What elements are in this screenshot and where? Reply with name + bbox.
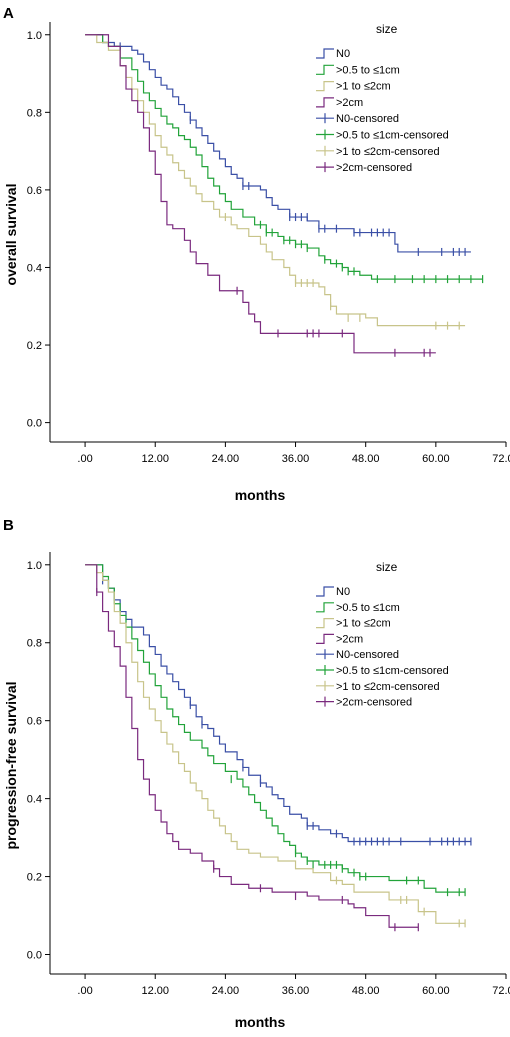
x-tick-label: .00 (77, 985, 92, 997)
legend-label-gt0-5-to-le1cm: >0.5 to ≤1cm (336, 64, 400, 76)
legend-label-gt0-5-to-le1cm-censored: >0.5 to ≤1cm-censored (336, 665, 449, 677)
series-line-gt1-to-le2cm (85, 34, 466, 327)
series-line-gt1-to-le2cm (85, 564, 466, 924)
x-tick-label: 36.00 (282, 453, 310, 465)
legend-label-gt2cm: >2cm (336, 633, 363, 645)
y-tick-label: 0.4 (27, 794, 42, 806)
legend-swatch-gt1-to-le2cm (316, 81, 334, 92)
legend-label-gt0-5-to-le1cm-censored: >0.5 to ≤1cm-censored (336, 130, 449, 142)
y-tick-label: 0.8 (27, 107, 42, 119)
panel-label: B (3, 519, 14, 534)
series-line-n0 (85, 34, 471, 253)
y-axis-title: progression-free survival (3, 681, 19, 849)
legend-label-n0-censored: N0-censored (336, 649, 399, 661)
y-tick-label: 0.0 (27, 950, 42, 962)
x-tick-label: 24.00 (212, 985, 240, 997)
x-tick-label: 12.00 (141, 985, 169, 997)
x-tick-label: 48.00 (352, 453, 380, 465)
legend-label-gt0-5-to-le1cm: >0.5 to ≤1cm (336, 602, 400, 614)
y-tick-label: 1.0 (27, 560, 42, 572)
panel-label: A (3, 5, 14, 22)
legend-swatch-n0 (316, 586, 334, 597)
legend-label-gt1-to-le2cm: >1 to ≤2cm (336, 618, 391, 630)
legend-label-gt2cm: >2cm (336, 97, 363, 109)
y-tick-label: 0.2 (27, 872, 42, 884)
legend-swatch-gt2cm (316, 633, 334, 644)
x-axis-title: months (235, 1014, 286, 1030)
x-tick-label: 12.00 (141, 453, 169, 465)
chart-panel-b: B 0.0 0.2 0.4 0.6 0.8 1.0 .00 12.00 24.00 36.00 48.… (0, 519, 510, 1037)
x-tick-label: 60.00 (422, 453, 450, 465)
x-tick-label: 24.00 (212, 453, 240, 465)
legend-swatch-n0 (316, 48, 334, 59)
legend-label-gt2cm-censored: >2cm-censored (336, 162, 412, 174)
legend-label-gt1-to-le2cm-censored: >1 to ≤2cm-censored (336, 146, 440, 158)
y-tick-label: 0.8 (27, 638, 42, 650)
x-axis-title: months (235, 487, 286, 503)
x-tick-label: 48.00 (352, 985, 380, 997)
legend-label-n0: N0 (336, 586, 350, 598)
x-tick-label: 60.00 (422, 985, 450, 997)
y-tick-label: 1.0 (27, 30, 42, 42)
progression-free-survival-chart: B 0.0 0.2 0.4 0.6 0.8 1.0 .00 12.00 24.00 36.00 48.… (3, 519, 510, 1030)
legend-label-n0-censored: N0-censored (336, 113, 399, 125)
y-tick-label: 0.0 (27, 418, 42, 430)
y-tick-label: 0.4 (27, 262, 42, 274)
series-line-n0 (85, 564, 471, 843)
overall-survival-chart: A 0.0 0.2 0.4 0.6 0.8 1.0 .00 12.00 24.00 36.00 48.… (3, 5, 510, 503)
legend-label-gt1-to-le2cm: >1 to ≤2cm (336, 81, 391, 93)
y-tick-label: 0.2 (27, 340, 42, 352)
x-tick-label: 36.00 (282, 985, 310, 997)
series-line-gt2cm (85, 34, 436, 354)
legend-label-gt2cm-censored: >2cm-censored (336, 697, 412, 709)
legend-label-n0: N0 (336, 48, 350, 60)
legend-swatch-gt0-5-to-le1cm (316, 602, 334, 613)
legend-title: size (376, 560, 398, 574)
y-tick-label: 0.6 (27, 716, 42, 728)
legend-swatch-gt2cm (316, 97, 334, 108)
x-tick-label: .00 (77, 453, 92, 465)
y-tick-label: 0.6 (27, 185, 42, 197)
legend-swatch-gt0-5-to-le1cm (316, 64, 334, 75)
x-tick-label: 72.00 (492, 985, 510, 997)
y-axis-title: overall survival (3, 184, 19, 286)
series-line-gt2cm (85, 564, 419, 928)
legend-label-gt1-to-le2cm-censored: >1 to ≤2cm-censored (336, 681, 440, 693)
legend-swatch-gt1-to-le2cm (316, 618, 334, 629)
legend-title: size (376, 22, 398, 36)
x-tick-label: 72.00 (492, 453, 510, 465)
chart-panel-a: A 0.0 0.2 0.4 0.6 0.8 1.0 .00 12.00 24.00 36.00 48.… (0, 0, 510, 518)
series-line-gt0-5-to-le1cm (85, 564, 466, 893)
